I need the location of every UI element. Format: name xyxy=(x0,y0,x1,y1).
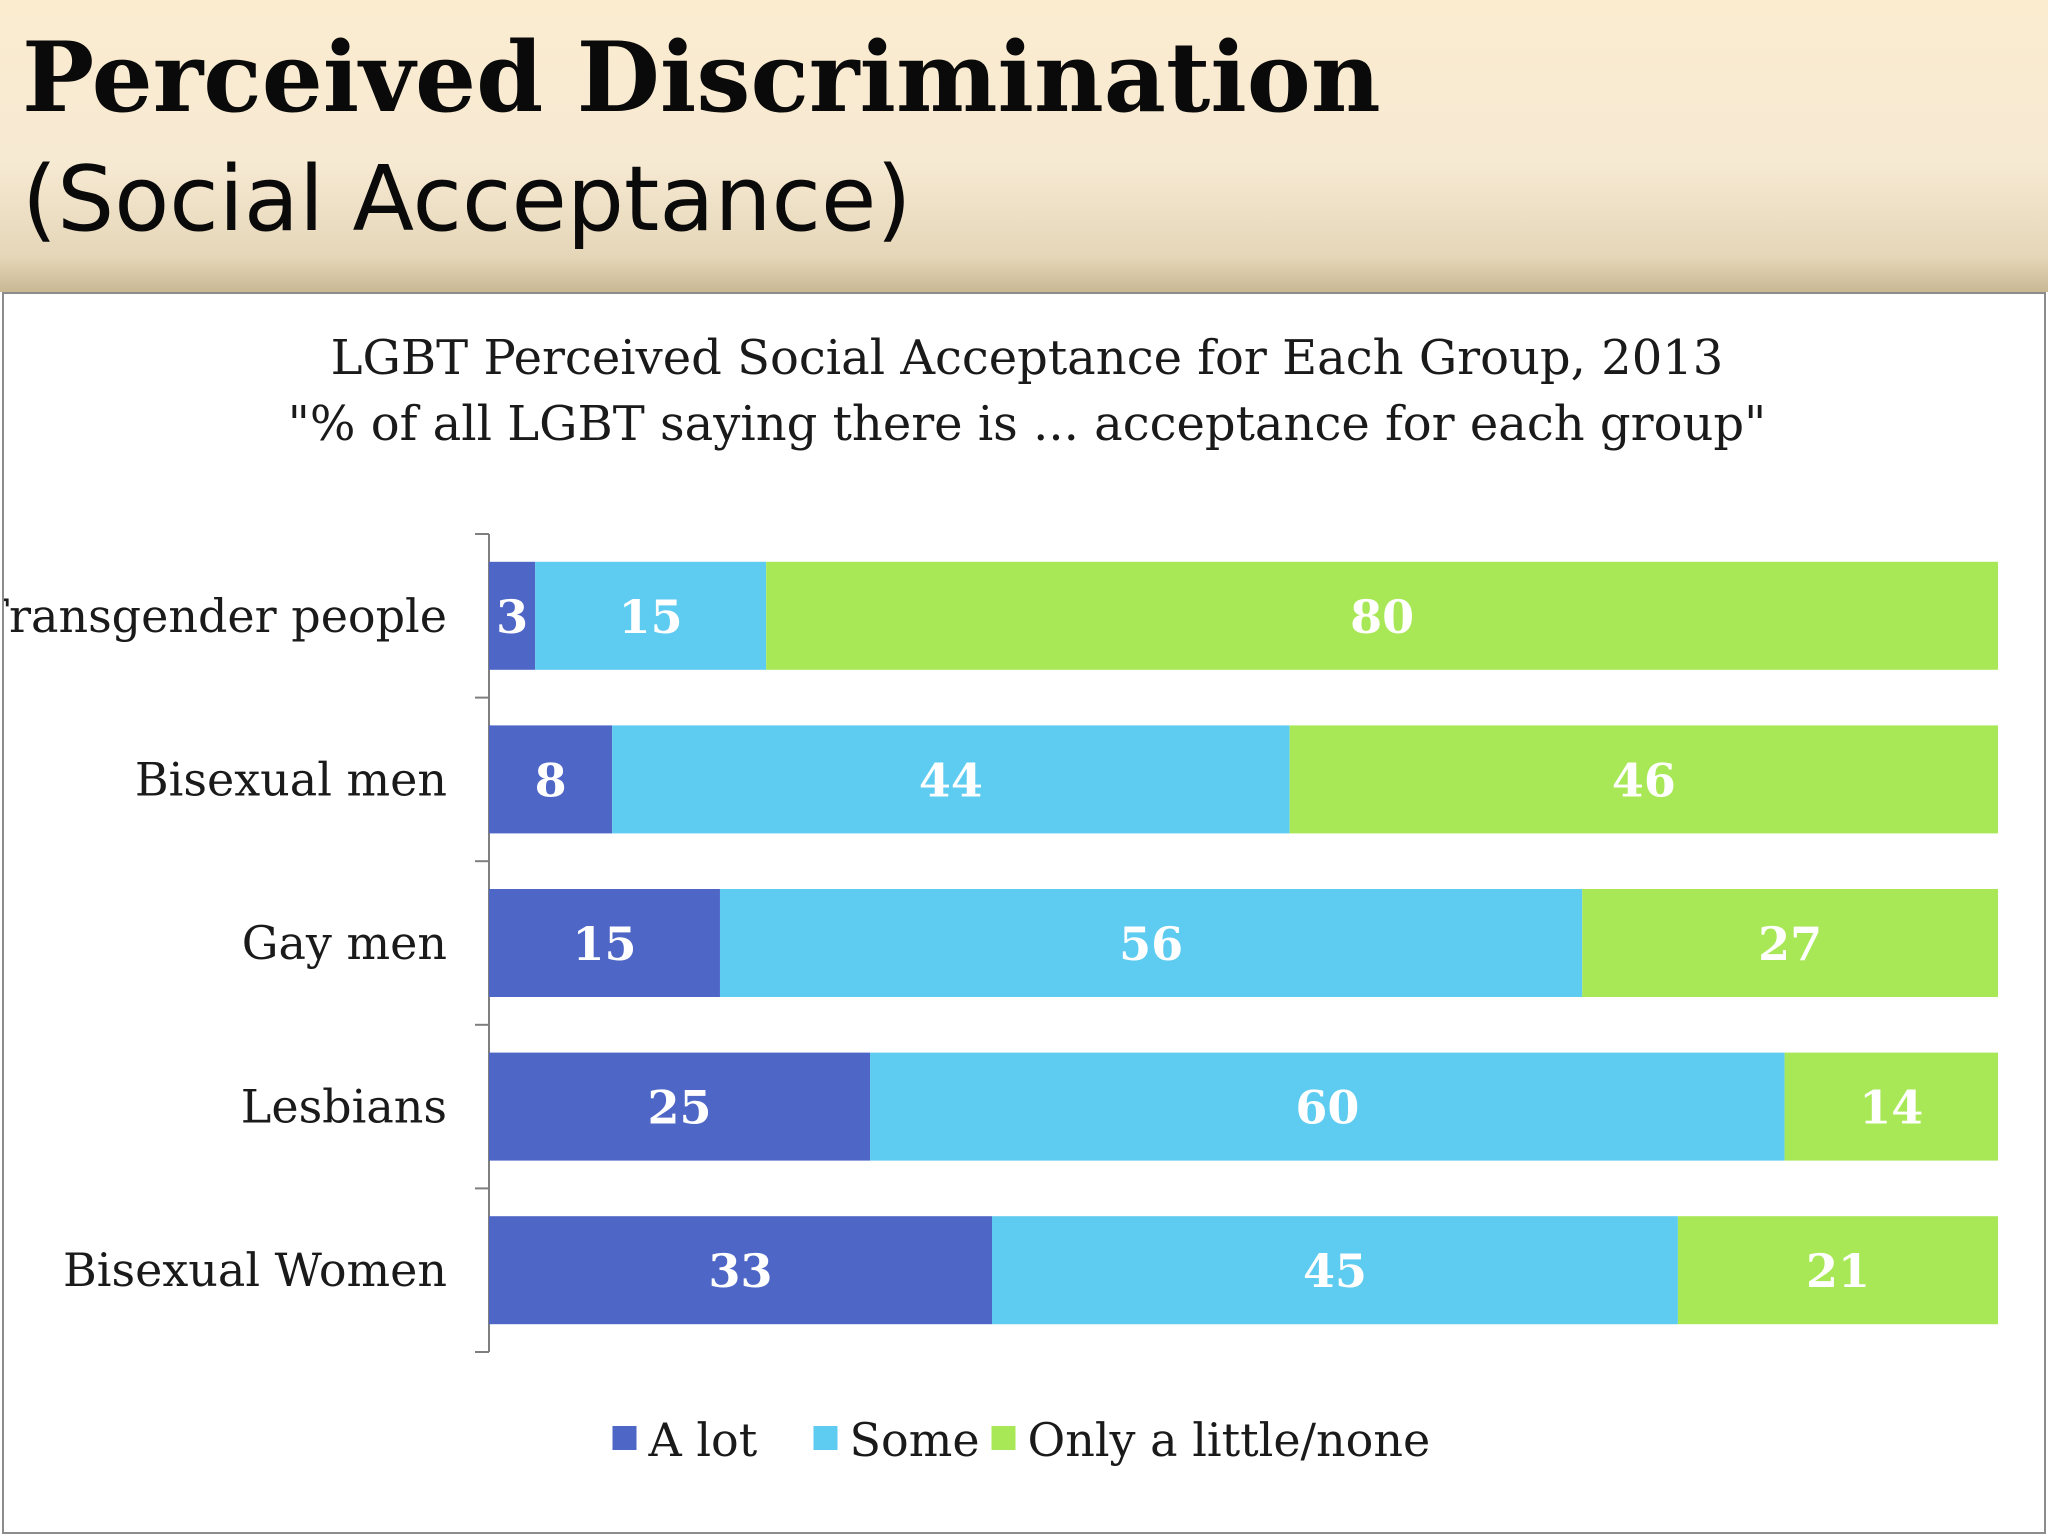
data-label-some-bisexual-men: 44 xyxy=(919,753,983,807)
bar-only-a-little-none-lesbians xyxy=(1784,1052,1998,1161)
stacked-bar-chart: LGBT Perceived Social Acceptance for Eac… xyxy=(0,330,1998,1467)
category-label-lesbians: Lesbians xyxy=(241,1080,447,1134)
bar-some-gay-men xyxy=(719,889,1583,997)
bar-some-bisexual-women xyxy=(992,1216,1678,1325)
chart-frame: LGBT Perceived Social Acceptance for Eac… xyxy=(0,292,2046,1534)
legend-label-only-a-little-none: Only a little/none xyxy=(1028,1413,1431,1467)
category-label-transgender-people: Transgender people xyxy=(4,589,447,643)
data-label-a-lot-lesbians: 25 xyxy=(648,1081,712,1135)
legend-swatch-only-a-little-none xyxy=(991,1426,1016,1450)
data-label-some-lesbians: 60 xyxy=(1295,1081,1359,1135)
data-label-a-lot-bisexual-men: 8 xyxy=(535,753,567,807)
data-label-a-lot-bisexual-women: 33 xyxy=(708,1244,772,1298)
bar-a-lot-lesbians xyxy=(489,1052,871,1161)
chart-subtitle: "% of all LGBT saying there is ... accep… xyxy=(288,396,1766,452)
legend-label-some: Some xyxy=(850,1413,980,1467)
bar-a-lot-gay-men xyxy=(489,889,720,997)
data-label-some-transgender-people: 15 xyxy=(619,590,683,644)
legend-swatch-a-lot xyxy=(612,1426,637,1450)
chart-title: LGBT Perceived Social Acceptance for Eac… xyxy=(331,330,1724,386)
data-label-a-lot-transgender-people: 3 xyxy=(496,590,528,644)
category-label-gay-men: Gay men xyxy=(242,916,447,970)
bar-a-lot-transgender-people xyxy=(489,561,536,670)
bar-some-transgender-people xyxy=(535,561,767,670)
data-label-only-a-little-none-lesbians: 14 xyxy=(1859,1081,1923,1135)
legend-swatch-some xyxy=(813,1426,838,1450)
data-label-only-a-little-none-gay-men: 27 xyxy=(1758,917,1822,971)
data-label-only-a-little-none-bisexual-women: 21 xyxy=(1806,1244,1870,1298)
bar-only-a-little-none-transgender-people xyxy=(766,561,1998,670)
bar-some-bisexual-men xyxy=(612,725,1290,834)
plot-area: Transgender people 3 15 80 Bisexual men 8 44 46… xyxy=(0,533,1998,1353)
legend-label-a-lot: A lot xyxy=(648,1413,758,1467)
bar-some-lesbians xyxy=(870,1052,1785,1161)
slide-subtitle: (Social Acceptance) xyxy=(22,147,912,252)
category-label-bisexual-women: Bisexual Women xyxy=(63,1243,447,1297)
data-label-only-a-little-none-transgender-people: 80 xyxy=(1350,590,1414,644)
bar-a-lot-bisexual-men xyxy=(489,725,613,834)
data-label-some-gay-men: 56 xyxy=(1119,917,1183,971)
bar-only-a-little-none-bisexual-women xyxy=(1677,1216,1998,1325)
category-label-bisexual-men: Bisexual men xyxy=(135,752,447,806)
data-label-a-lot-gay-men: 15 xyxy=(572,917,636,971)
data-label-some-bisexual-women: 45 xyxy=(1303,1244,1367,1298)
bar-a-lot-bisexual-women xyxy=(489,1216,992,1325)
data-label-only-a-little-none-bisexual-men: 46 xyxy=(1612,753,1676,807)
slide-title: Perceived Discrimination xyxy=(22,21,1381,134)
slide-header: Perceived Discrimination (Social Accepta… xyxy=(0,0,2048,292)
bar-only-a-little-none-bisexual-men xyxy=(1289,725,1998,834)
legend: A lot Some Only a little/none xyxy=(612,1413,1431,1467)
bar-only-a-little-none-gay-men xyxy=(1582,889,1998,997)
